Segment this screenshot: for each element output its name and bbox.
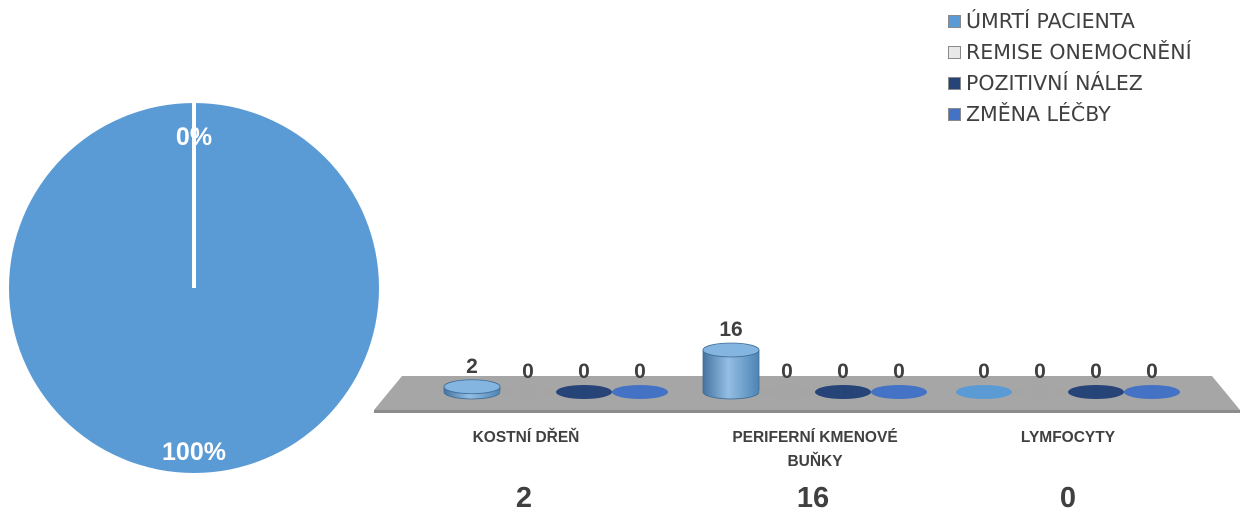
legend-label: ÚMRTÍ PACIENTA bbox=[966, 9, 1135, 33]
legend-item: POZITIVNÍ NÁLEZ bbox=[948, 68, 1238, 99]
bar-disc bbox=[612, 385, 668, 399]
bar-disc bbox=[956, 385, 1012, 399]
bar-data-label: 0 bbox=[1146, 360, 1158, 383]
bar-0-3: 0 bbox=[612, 360, 668, 399]
chart-floor-edge bbox=[374, 410, 1240, 413]
bar-disc bbox=[871, 385, 927, 399]
category-label: LYMFOCYTY bbox=[1020, 429, 1116, 446]
legend-label: REMISE ONEMOCNĚNÍ bbox=[966, 40, 1192, 64]
bar-data-label: 0 bbox=[781, 360, 793, 383]
legend-label: ZMĚNA LÉČBY bbox=[966, 102, 1111, 126]
bar-2-0: 0 bbox=[956, 360, 1012, 399]
category-label: KOSTNÍ DŘEŇ bbox=[472, 429, 580, 446]
bar-2-1: 0 bbox=[1012, 360, 1068, 399]
bar-data-label: 0 bbox=[522, 360, 534, 383]
bar-data-label: 0 bbox=[634, 360, 646, 383]
legend-swatch bbox=[948, 46, 961, 59]
legend-item: ÚMRTÍ PACIENTA bbox=[948, 6, 1238, 37]
bar-disc bbox=[1068, 385, 1124, 399]
bar-0-1: 0 bbox=[500, 360, 556, 399]
bar-0-0: 2 bbox=[443, 355, 501, 400]
bar-0-2: 0 bbox=[556, 360, 612, 399]
bar-disc bbox=[1124, 385, 1180, 399]
legend-swatch bbox=[948, 15, 961, 28]
bar-data-label: 0 bbox=[1090, 360, 1102, 383]
legend-item: ZMĚNA LÉČBY bbox=[948, 99, 1238, 130]
pie-data-label: 100% bbox=[162, 438, 226, 466]
bar-data-label: 0 bbox=[837, 360, 849, 383]
pie-data-label: 0% bbox=[176, 123, 212, 151]
bar-1-2: 0 bbox=[815, 360, 871, 399]
bar-1-0: 16 bbox=[702, 318, 760, 400]
bar-data-label: 0 bbox=[1034, 360, 1046, 383]
legend-swatch bbox=[948, 108, 961, 121]
category-total: 0 bbox=[1059, 482, 1077, 514]
legend-swatch bbox=[948, 77, 961, 90]
bar-disc bbox=[500, 385, 556, 399]
bar-data-label: 0 bbox=[978, 360, 990, 383]
bar-data-label: 2 bbox=[466, 355, 478, 378]
bar-data-label: 0 bbox=[578, 360, 590, 383]
pie-chart: 100% 0% bbox=[9, 101, 379, 473]
legend-item: REMISE ONEMOCNĚNÍ bbox=[948, 37, 1238, 68]
bar-data-label: 0 bbox=[893, 360, 905, 383]
bar-2-2: 0 bbox=[1068, 360, 1124, 399]
bar-1-1: 0 bbox=[759, 360, 815, 399]
legend-label: POZITIVNÍ NÁLEZ bbox=[966, 71, 1143, 95]
bar-disc bbox=[815, 385, 871, 399]
bar-top bbox=[443, 379, 501, 395]
bar-data-label: 16 bbox=[719, 318, 742, 341]
bar-1-3: 0 bbox=[871, 360, 927, 399]
category-label: PERIFERNÍ KMENOVÉ BUŇKY bbox=[732, 429, 898, 470]
bar-top bbox=[702, 342, 760, 358]
bar-body bbox=[702, 349, 760, 400]
category-total: 2 bbox=[515, 482, 533, 514]
bar-chart: 2 0 0 0 16 0 0 0 0 0 0 0 bbox=[374, 318, 1240, 413]
bar-disc bbox=[1012, 385, 1068, 399]
bar-2-3: 0 bbox=[1124, 360, 1180, 399]
bar-disc bbox=[556, 385, 612, 399]
bar-disc bbox=[759, 385, 815, 399]
legend: ÚMRTÍ PACIENTA REMISE ONEMOCNĚNÍ POZITIVNÍ… bbox=[948, 6, 1238, 130]
category-total: 16 bbox=[796, 482, 830, 514]
